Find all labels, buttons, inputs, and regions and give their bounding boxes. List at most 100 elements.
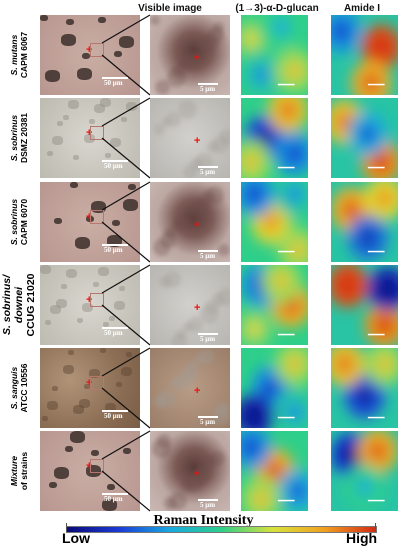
texture-blob bbox=[47, 151, 53, 156]
species-name: S. sobrinus bbox=[9, 198, 19, 246]
heatmap-core bbox=[376, 354, 393, 374]
cross-marker: + bbox=[194, 385, 201, 397]
inset-box bbox=[90, 376, 104, 390]
texture-blob bbox=[54, 218, 62, 225]
texture-blob bbox=[89, 119, 95, 124]
texture-blob bbox=[56, 299, 67, 308]
texture-blob bbox=[65, 446, 73, 453]
inset-box bbox=[90, 126, 104, 140]
inset-image: +5 μm bbox=[150, 348, 230, 428]
texture-blob bbox=[152, 439, 171, 458]
texture-blob bbox=[159, 276, 171, 288]
row-label-text: S. sanguis ATCC 10556 bbox=[9, 364, 29, 413]
texture-blob bbox=[160, 232, 176, 248]
heatmap-core bbox=[379, 279, 396, 299]
map-scale-bar bbox=[367, 166, 385, 169]
texture-blob bbox=[114, 51, 122, 58]
micrograph: +50 μm bbox=[40, 265, 140, 345]
texture-blob bbox=[167, 68, 186, 87]
strain-name: ATCC 10556 bbox=[19, 363, 29, 413]
heatmap-core bbox=[343, 445, 360, 465]
heatmap-core bbox=[343, 200, 360, 220]
texture-blob bbox=[66, 19, 74, 26]
scale-label: 50 μm bbox=[104, 79, 123, 87]
texture-blob bbox=[98, 17, 106, 24]
colorbar-tick-right bbox=[375, 523, 376, 532]
row-label: S. sobrinus/downei CCUG 21020 bbox=[0, 265, 38, 345]
heatmap-core bbox=[359, 228, 376, 248]
texture-blob bbox=[165, 227, 176, 238]
texture-blob bbox=[153, 239, 170, 256]
texture-blob bbox=[77, 68, 92, 80]
texture-blob bbox=[219, 129, 230, 145]
texture-blob bbox=[213, 22, 224, 33]
texture-blob bbox=[212, 136, 229, 153]
heatmap-core bbox=[253, 65, 270, 85]
texture-blob bbox=[201, 34, 218, 51]
glucan-heatmap bbox=[241, 15, 308, 95]
texture-blob bbox=[107, 484, 115, 491]
texture-blob bbox=[205, 300, 219, 314]
texture-blob bbox=[86, 465, 101, 477]
texture-blob bbox=[105, 153, 111, 158]
inset-image: +5 μm bbox=[150, 15, 230, 95]
texture-blob bbox=[68, 100, 79, 109]
row-label: S. sanguis ATCC 10556 bbox=[0, 348, 38, 428]
texture-blob bbox=[126, 102, 137, 111]
texture-blob bbox=[194, 354, 204, 364]
heatmap-core bbox=[263, 378, 280, 398]
map-scale-bar bbox=[277, 250, 295, 253]
texture-blob bbox=[112, 220, 120, 227]
scale-label: 5 μm bbox=[200, 501, 216, 509]
texture-blob bbox=[154, 124, 165, 135]
texture-blob bbox=[126, 352, 132, 357]
cross-marker: + bbox=[194, 135, 201, 147]
micrograph: +50 μm bbox=[40, 182, 140, 262]
row-label-text: Mixture of strains bbox=[9, 452, 29, 490]
cross-marker: + bbox=[194, 468, 201, 480]
texture-blob bbox=[187, 361, 198, 372]
scale-label: 50 μm bbox=[104, 246, 123, 254]
species-name: S. sobrinus/ bbox=[1, 274, 13, 336]
row-label: S. sobrinus CAPM 6070 bbox=[0, 182, 38, 262]
amide-map bbox=[331, 265, 398, 345]
cross-marker: + bbox=[86, 211, 93, 223]
texture-blob bbox=[68, 350, 74, 355]
heatmap-core bbox=[369, 441, 386, 461]
texture-blob bbox=[119, 286, 125, 291]
texture-blob bbox=[216, 402, 230, 416]
cross-marker: + bbox=[194, 219, 201, 231]
texture-blob bbox=[153, 395, 166, 408]
micrograph: +50 μm bbox=[40, 348, 140, 428]
texture-blob bbox=[121, 367, 132, 376]
glucan-map bbox=[241, 98, 308, 178]
row-label-text: S. mutans CAPM 6067 bbox=[9, 32, 29, 78]
texture-blob bbox=[45, 320, 51, 325]
scale-label: 50 μm bbox=[104, 495, 123, 503]
texture-blob bbox=[52, 386, 58, 391]
texture-blob bbox=[172, 220, 182, 230]
row-label-text: S. sobrinus CAPM 6070 bbox=[9, 199, 29, 245]
texture-blob bbox=[189, 203, 208, 222]
texture-blob bbox=[190, 158, 203, 171]
texture-blob bbox=[63, 365, 74, 374]
header-amide-i: Amide I bbox=[343, 3, 381, 14]
glucan-map bbox=[241, 431, 308, 511]
amide-map bbox=[331, 15, 398, 95]
scale-bar bbox=[198, 499, 218, 501]
cross-marker: + bbox=[86, 44, 93, 56]
amide-heatmap bbox=[331, 182, 398, 262]
amide-heatmap bbox=[331, 98, 398, 178]
texture-blob bbox=[210, 451, 225, 466]
texture-blob bbox=[178, 100, 197, 119]
texture-blob bbox=[205, 456, 215, 466]
map-scale-bar bbox=[277, 166, 295, 169]
texture-blob bbox=[109, 316, 115, 321]
texture-blob bbox=[164, 271, 181, 288]
texture-blob bbox=[114, 301, 125, 310]
strain-name: of strains bbox=[19, 451, 29, 491]
cross-marker: + bbox=[86, 127, 93, 139]
glucan-map bbox=[241, 15, 308, 95]
texture-blob bbox=[183, 165, 197, 178]
heatmap-core bbox=[286, 144, 303, 164]
